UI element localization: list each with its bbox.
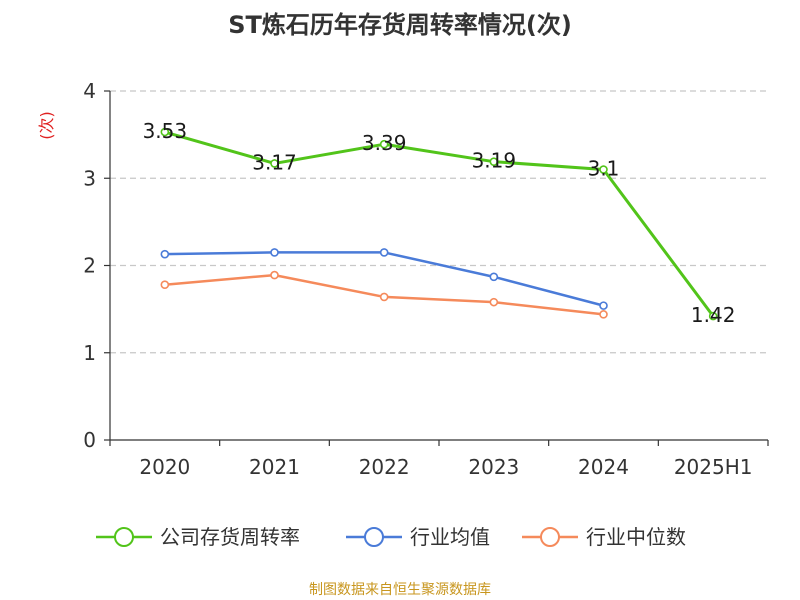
data-point [270, 270, 279, 280]
data-point [599, 301, 608, 310]
data-point [379, 248, 389, 257]
source-note: 制图数据来自恒生聚源数据库 [309, 582, 491, 598]
data-point [489, 157, 499, 166]
data-point [160, 280, 170, 289]
chart-title: ST炼石历年存货周转率情况(次) [228, 11, 572, 39]
series-lines [160, 127, 718, 321]
y-tick-label: 1 [83, 341, 96, 365]
y-axis-label: (次) [37, 111, 56, 140]
data-point [489, 297, 499, 307]
data-labels: 3.53 3.17 3.39 3.19 3.1 1.42 [143, 119, 736, 327]
y-tick-label: 4 [83, 79, 96, 103]
data-point [270, 248, 279, 257]
data-label: 3.1 [588, 157, 620, 181]
data-point [599, 310, 608, 319]
data-label: 3.53 [143, 119, 188, 143]
y-tick-label: 0 [83, 428, 96, 452]
data-point [379, 139, 389, 149]
legend-label: 行业中位数 [586, 525, 686, 549]
gridlines [110, 90, 768, 354]
legend-marker [540, 527, 560, 547]
data-label: 3.17 [252, 150, 297, 174]
y-tick-label: 3 [83, 166, 96, 190]
data-point [708, 311, 718, 321]
series-line [164, 130, 715, 318]
legend-marker [114, 527, 134, 547]
data-label: 3.19 [472, 149, 517, 173]
x-tick-label: 2024 [578, 455, 629, 479]
x-tick-label: 2022 [359, 455, 410, 479]
data-point [599, 165, 608, 174]
legend-label: 公司存货周转率 [160, 525, 300, 549]
data-point [160, 249, 170, 259]
data-label: 1.42 [691, 303, 736, 327]
legend-label: 行业均值 [410, 525, 490, 549]
data-point [270, 159, 279, 168]
data-point [160, 127, 170, 137]
data-label: 3.39 [362, 131, 407, 155]
legend: 公司存货周转率 行业均值 行业中位数 [96, 525, 686, 549]
data-point [489, 272, 499, 282]
x-tick-label: 2020 [139, 455, 190, 479]
legend-marker [364, 527, 384, 547]
x-tick-label: 2023 [468, 455, 519, 479]
y-tick-label: 2 [83, 254, 96, 278]
data-point [379, 292, 389, 302]
axes: 0 1 2 3 4 2020 2021 2022 2023 2024 2025H1 [83, 79, 769, 479]
x-tick-label: 2025H1 [674, 455, 753, 479]
x-tick-label: 2021 [249, 455, 300, 479]
